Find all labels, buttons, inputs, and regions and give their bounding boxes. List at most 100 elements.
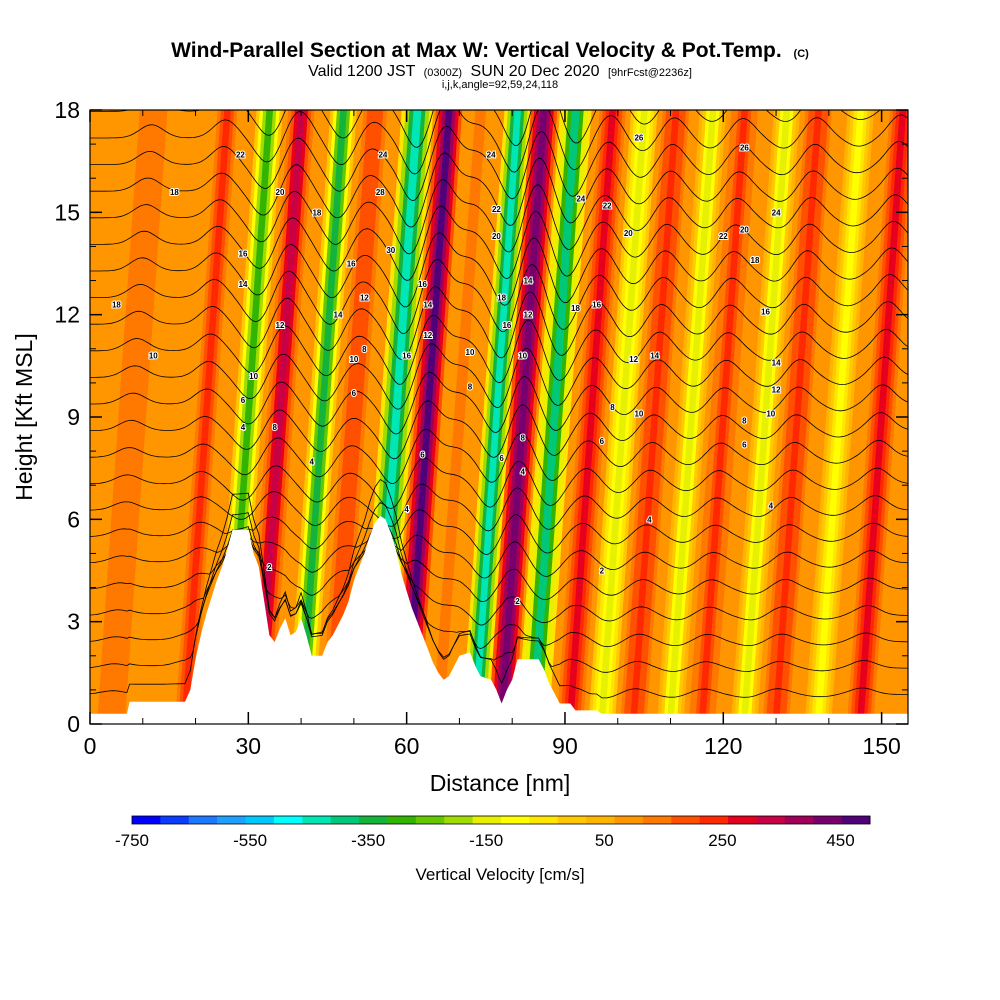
colorbar-swatch: [756, 816, 786, 824]
contour-label: 16: [239, 249, 248, 258]
contour-label: 4: [647, 515, 652, 524]
theta-contour: [90, 509, 908, 555]
colorbar-swatch: [359, 816, 388, 824]
velocity-band: [598, 110, 648, 724]
theta-contour: [90, 534, 908, 579]
velocity-band: [106, 110, 159, 724]
contour-label: 24: [576, 195, 585, 204]
x-tick-label: 120: [704, 733, 742, 759]
colorbar-swatch: [245, 816, 275, 824]
velocity-band: [856, 110, 907, 724]
contour-label: 12: [524, 311, 533, 320]
contour-label: 10: [634, 410, 643, 419]
colorbar-swatch: [217, 816, 247, 824]
contour-label: 22: [603, 202, 612, 211]
contour-label: 16: [347, 260, 356, 269]
colorbar-swatch: [387, 816, 417, 824]
x-tick-label: 90: [552, 733, 578, 759]
forecast-info: [9hrFcst@2236z]: [608, 67, 692, 79]
colorbar-tick-label: -750: [115, 831, 149, 850]
colorbar-swatch: [557, 816, 587, 824]
contour-label: 12: [423, 331, 432, 340]
title-main-suffix: (C): [794, 48, 810, 60]
contour-label: 24: [772, 208, 781, 217]
x-tick-label: 0: [84, 733, 97, 759]
colorbar-tick-label: -550: [233, 831, 267, 850]
y-tick-label: 12: [54, 302, 80, 328]
contour-label: 22: [236, 150, 245, 159]
contour-label: 20: [276, 188, 285, 197]
velocity-band: [740, 110, 791, 724]
contour-label: 6: [241, 396, 246, 405]
x-tick-label: 30: [236, 733, 262, 759]
svg-text:Wind-Parallel Section at Max W: Wind-Parallel Section at Max W: Vertical…: [171, 39, 809, 62]
contour-label: 14: [650, 352, 659, 361]
y-tick-label: 15: [54, 199, 80, 225]
section-indices: i,j,k,angle=92,59,24,118: [442, 79, 558, 91]
x-tick-label: 60: [394, 733, 420, 759]
theta-contour: [90, 152, 908, 228]
theta-contour: [90, 501, 908, 673]
contour-label: 10: [149, 352, 158, 361]
theta-contour: [90, 259, 908, 335]
velocity-band: [255, 110, 305, 724]
y-axis-label: Height [Kft MSL]: [11, 333, 37, 500]
theta-contour: [90, 179, 908, 255]
contour-label: 18: [497, 294, 506, 303]
contour-label: 16: [402, 352, 411, 361]
contour-label: 14: [772, 358, 781, 367]
theta-contour: [90, 400, 908, 460]
contour-label: 20: [624, 229, 633, 238]
contour-label: 10: [249, 372, 258, 381]
theta-contour: [90, 314, 908, 385]
contour-label: 14: [524, 277, 533, 286]
contour-label: 6: [742, 440, 747, 449]
colorbar-swatch: [586, 816, 616, 824]
contour-label: 10: [466, 348, 475, 357]
contour-label: 12: [276, 321, 285, 330]
valid-time-utc: (0300Z): [424, 67, 463, 79]
velocity-band: [471, 110, 521, 724]
velocity-band: [698, 110, 748, 724]
contour-label: 8: [272, 423, 277, 432]
colorbar-swatch: [501, 816, 530, 824]
colorbar-swatch: [813, 816, 843, 824]
contour-label: 6: [600, 437, 605, 446]
y-tick-label: 9: [67, 404, 80, 430]
theta-contour: [90, 125, 908, 201]
y-tick-label: 3: [67, 609, 80, 635]
contour-label: 20: [492, 232, 501, 241]
theta-contour: [90, 371, 908, 435]
contour-label: 24: [487, 150, 496, 159]
contour-label: 2: [515, 597, 520, 606]
contour-label: 18: [112, 300, 121, 309]
contour-label: 18: [312, 208, 321, 217]
contour-label: 26: [740, 144, 749, 153]
theta-contour: [90, 286, 908, 361]
velocity-band: [297, 110, 347, 724]
colorbar-tick-label: 50: [595, 831, 614, 850]
svg-text:Valid 1200 JST (0300Z): Valid 1200 JST (0300Z) SUN 20 Dec 2020 […: [308, 63, 692, 80]
chart-title: Wind-Parallel Section at Max W: Vertical…: [171, 39, 809, 91]
colorbar-swatch: [444, 816, 474, 824]
colorbar-swatch: [302, 816, 332, 824]
colorbar-swatch: [671, 816, 701, 824]
contour-label: 14: [239, 280, 248, 289]
contour-label: 16: [761, 307, 770, 316]
colorbar-swatch: [728, 816, 757, 824]
contour-label: 12: [772, 386, 781, 395]
colorbar-swatch: [784, 816, 814, 824]
y-tick-label: 18: [54, 97, 80, 123]
colorbar-swatch: [841, 816, 871, 824]
contour-label: 12: [629, 355, 638, 364]
contour-label: 14: [423, 300, 432, 309]
theta-contour: [90, 110, 881, 148]
velocity-band: [772, 110, 822, 724]
theta-contour: [90, 110, 908, 175]
colorbar-swatch: [529, 816, 559, 824]
colorbar-swatch: [415, 816, 445, 824]
velocity-band: [566, 110, 616, 724]
velocity-band: [630, 110, 680, 724]
